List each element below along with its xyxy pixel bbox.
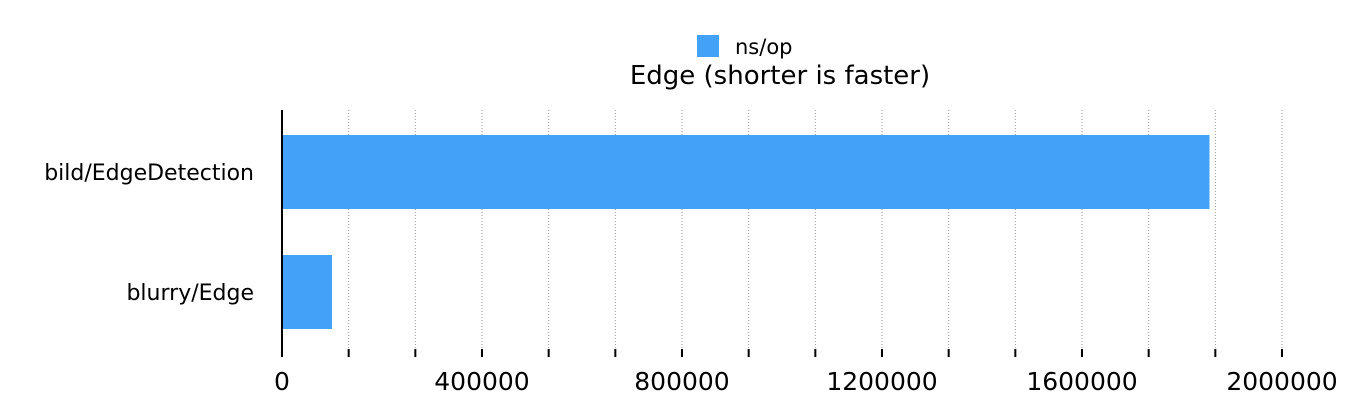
x-tick-label: 1200000 xyxy=(826,367,937,396)
labels: bild/EdgeDetection blurry/Edge 0 400000 8000… xyxy=(44,161,1337,396)
chart-title: Edge (shorter is faster) xyxy=(630,61,930,91)
legend-swatch xyxy=(697,35,719,57)
x-tick-label: 1600000 xyxy=(1026,367,1137,396)
y-category-label: bild/EdgeDetection xyxy=(44,161,254,186)
y-category-label: blurry/Edge xyxy=(126,281,254,306)
x-tick-label: 400000 xyxy=(434,367,529,396)
legend-label: ns/op xyxy=(735,35,793,59)
bar xyxy=(282,255,332,329)
legend: ns/op xyxy=(697,35,793,59)
x-tick-label: 800000 xyxy=(634,367,729,396)
x-tick-label: 0 xyxy=(274,367,290,396)
x-tick-label: 2000000 xyxy=(1226,367,1337,396)
bar xyxy=(282,135,1210,209)
bars xyxy=(282,135,1210,329)
axes xyxy=(281,110,1283,357)
